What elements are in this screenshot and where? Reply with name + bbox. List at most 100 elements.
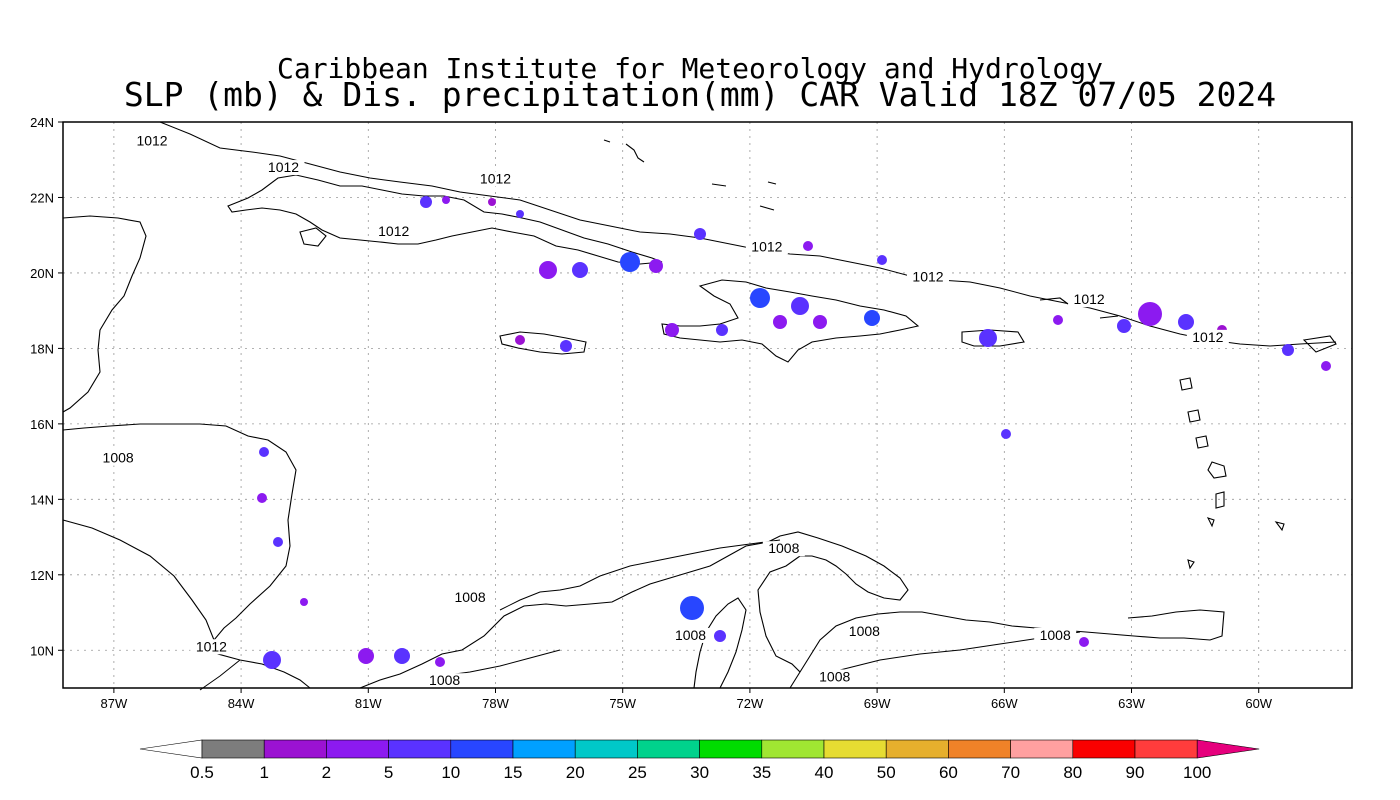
- isobar-1012-north: [159, 121, 1337, 347]
- colorbar-label: 50: [877, 763, 896, 782]
- colorbar-swatch: [761, 739, 825, 759]
- x-tick-label: 72W: [737, 696, 764, 711]
- y-tick-label: 10N: [30, 643, 54, 658]
- contour-label: 1012: [1192, 329, 1223, 345]
- x-axis: 87W 84W 81W 78W 75W 72W 69W 66W 63W 60W: [101, 688, 1273, 711]
- contour-label-bg: [262, 160, 305, 176]
- precip-cell: [979, 329, 997, 347]
- coastline-jamaica: [499, 331, 587, 355]
- precip-cell: [442, 196, 450, 204]
- x-tick-label: 75W: [609, 696, 636, 711]
- colorbar-label: 30: [690, 763, 709, 782]
- contour-label-bg: [745, 239, 788, 255]
- contour-label-bg: [449, 590, 492, 606]
- colorbar-swatch: [512, 739, 576, 759]
- contour-label-bg: [906, 269, 949, 285]
- title-line-2: SLP (mb) & Dis. precipitation(mm) CAR Va…: [124, 75, 1276, 114]
- x-tick-label: 78W: [482, 696, 509, 711]
- coastline-isla-juventud: [299, 227, 327, 247]
- contour-label: 1012: [1074, 291, 1105, 307]
- colorbar-swatch: [885, 739, 949, 759]
- colorbar-label: 25: [628, 763, 647, 782]
- contour-label-bg: [190, 639, 233, 655]
- contour-label: 1008: [1040, 627, 1071, 643]
- precip-cell: [515, 335, 525, 345]
- precip-cell: [257, 493, 267, 503]
- precip-cell: [1321, 361, 1331, 371]
- contour-label: 1008: [103, 450, 134, 466]
- colorbar-label: 35: [752, 763, 771, 782]
- colorbar-swatch: [450, 739, 514, 759]
- precip-cell: [694, 228, 706, 240]
- precip-cell: [750, 288, 770, 308]
- x-tick-label: 66W: [991, 696, 1018, 711]
- precip-cell: [1178, 314, 1194, 330]
- precip-cell: [1282, 344, 1294, 356]
- precip-cell: [259, 447, 269, 457]
- pressure-contours: [159, 121, 1337, 691]
- colorbar-swatch: [1010, 739, 1074, 759]
- y-tick-label: 14N: [30, 492, 54, 507]
- precip-cell: [716, 324, 728, 336]
- precip-cell: [813, 315, 827, 329]
- contour-label-bg: [131, 133, 174, 149]
- coastline-central-america: [62, 215, 311, 689]
- precip-cell: [665, 323, 679, 337]
- colorbar-label: 70: [1001, 763, 1020, 782]
- colorbar-swatch: [574, 739, 638, 759]
- x-tick-label: 69W: [864, 696, 891, 711]
- colorbar-swatch: [823, 739, 887, 759]
- precip-cell: [1001, 429, 1011, 439]
- contour-label: 1008: [454, 589, 485, 605]
- map-background: [63, 122, 1352, 688]
- colorbar-label: 5: [384, 763, 393, 782]
- colorbar-high-arrow: [1196, 739, 1260, 759]
- colorbar-label: 20: [566, 763, 585, 782]
- precip-cell: [864, 310, 880, 326]
- map-area: 1012 1012 1012 1012 1012 1012 1012 1012 1008 1012…: [62, 121, 1353, 691]
- precip-cell: [572, 262, 588, 278]
- contour-label: 1012: [378, 223, 409, 239]
- precip-cell: [560, 340, 572, 352]
- precip-cell: [539, 261, 557, 279]
- precip-cell: [649, 259, 663, 273]
- colorbar-label: 15: [504, 763, 523, 782]
- colorbar-swatch: [637, 739, 700, 759]
- precip-cell: [1079, 637, 1089, 647]
- colorbar-swatch: [699, 739, 763, 759]
- contour-label-bg: [1186, 329, 1229, 345]
- precip-cell: [488, 198, 496, 206]
- coastline-puerto-rico: [961, 329, 1025, 347]
- map-frame: [62, 121, 1353, 689]
- contour-label: 1008: [675, 627, 706, 643]
- contour-label-bg: [762, 541, 805, 557]
- precip-cell: [420, 196, 432, 208]
- contour-label-bg: [372, 224, 415, 240]
- isobar-1008-south: [199, 539, 1081, 691]
- contour-label: 1012: [751, 238, 782, 254]
- title-line-1: Caribbean Institute for Meteorology and …: [277, 52, 1103, 85]
- colorbar-swatch: [263, 739, 327, 759]
- colorbar-swatch: [201, 739, 265, 759]
- x-tick-label: 81W: [355, 696, 382, 711]
- precip-cell: [358, 648, 374, 664]
- x-tick-label: 63W: [1118, 696, 1145, 711]
- contour-label: 1012: [480, 170, 511, 186]
- y-axis: 24N 22N 20N 18N 16N 14N 12N 10N: [30, 115, 63, 658]
- contour-label-bg: [669, 627, 712, 643]
- coastline-cuba: [227, 174, 663, 265]
- contour-label: 1012: [912, 268, 943, 284]
- y-tick-label: 12N: [30, 568, 54, 583]
- colorbar-label: 60: [939, 763, 958, 782]
- y-tick-label: 22N: [30, 190, 54, 205]
- precip-cell: [791, 297, 809, 315]
- colorbar-low-arrow: [139, 739, 203, 759]
- precip-cell: [1117, 319, 1131, 333]
- coastline-guajira: [767, 531, 909, 601]
- contour-label: 1008: [849, 623, 880, 639]
- precip-cell: [877, 255, 887, 265]
- contour-label: 1012: [136, 133, 167, 149]
- precip-cell: [1138, 302, 1162, 326]
- colorbar-label: 80: [1063, 763, 1082, 782]
- colorbar-label: 1: [259, 763, 268, 782]
